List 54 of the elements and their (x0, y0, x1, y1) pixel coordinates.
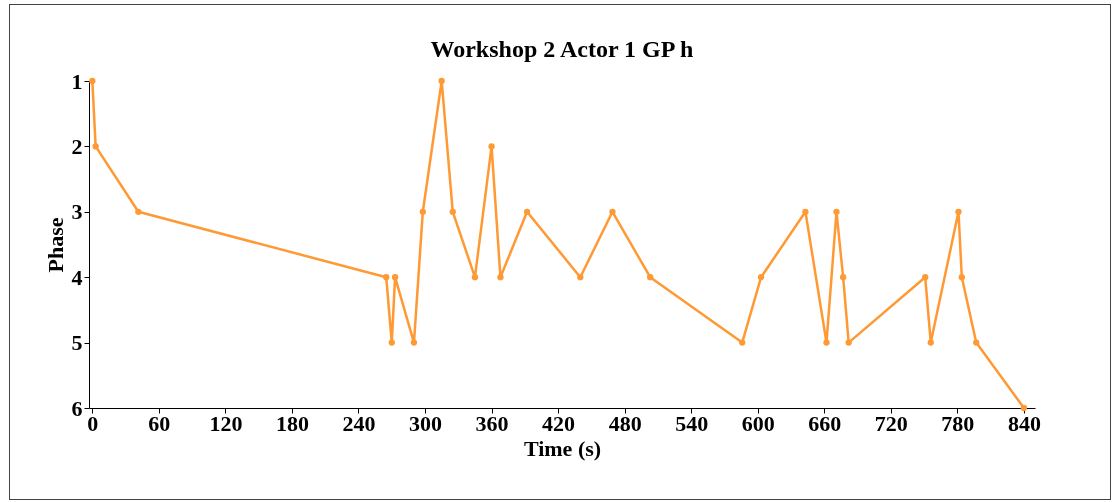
point (845, 339, 852, 346)
x-tick-label: 840 (1007, 410, 1041, 436)
x-tick-label: 540 (675, 410, 709, 436)
y-tick-label: 2 (71, 133, 83, 159)
point (609, 208, 616, 215)
x-tick-label: 360 (475, 410, 509, 436)
y-tick-label: 1 (71, 68, 83, 94)
chart-title: Workshop 2 Actor 1 GP h (430, 36, 694, 62)
point (922, 274, 929, 281)
point (391, 274, 399, 281)
point (92, 143, 99, 150)
point (135, 208, 142, 215)
point (497, 274, 504, 281)
point (523, 208, 531, 215)
point (471, 274, 479, 281)
point (89, 77, 96, 85)
x-tick-label: 180 (275, 410, 309, 436)
point (388, 339, 395, 346)
y-axis-title: Phase (42, 217, 68, 273)
y-tick-label: 5 (71, 330, 83, 356)
point (647, 274, 654, 281)
x-tick-label: 780 (941, 410, 975, 436)
point (577, 274, 584, 281)
x-tick-label: 120 (209, 410, 243, 436)
point (757, 274, 765, 281)
point (823, 339, 830, 346)
x-tick-label: 480 (608, 410, 642, 436)
point (802, 208, 809, 215)
x-tick-label: 240 (342, 410, 376, 436)
point (833, 208, 840, 215)
point (839, 274, 847, 281)
x-axis-title: Time (s) (523, 435, 602, 461)
y-tick-label: 3 (71, 199, 83, 225)
point (958, 274, 965, 281)
point (488, 143, 495, 150)
point (419, 208, 426, 215)
point (383, 274, 390, 281)
y-tick-label: 4 (71, 264, 83, 290)
point (739, 339, 746, 346)
point (410, 339, 418, 346)
point (927, 339, 934, 346)
x-tick-label: 720 (874, 410, 908, 436)
y-tick-label: 6 (71, 395, 83, 421)
point (449, 208, 456, 215)
point (955, 208, 962, 215)
x-tick-label: 420 (542, 410, 576, 436)
x-tick-label: 660 (808, 410, 842, 436)
x-tick-label: 60 (148, 410, 171, 436)
point (438, 77, 445, 85)
point (973, 339, 980, 346)
x-tick-label: 600 (741, 410, 775, 436)
point (1020, 404, 1028, 412)
x-tick-label: 0 (87, 410, 99, 436)
x-tick-label: 300 (409, 410, 443, 436)
